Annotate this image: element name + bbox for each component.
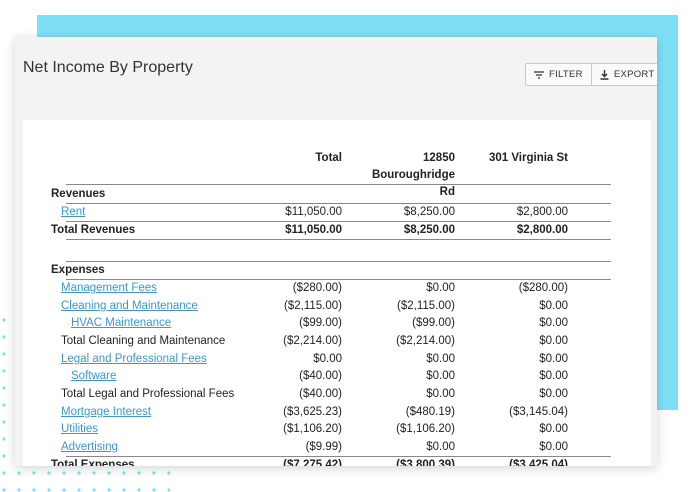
row-value: $11,050.00 bbox=[285, 206, 342, 218]
row-value: ($1,106.20) bbox=[396, 423, 455, 435]
row-value: ($3,425.04) bbox=[509, 459, 568, 466]
row-label: Total Legal and Professional Fees bbox=[61, 388, 235, 400]
row-value: ($2,214.00) bbox=[283, 335, 342, 347]
export-button[interactable]: EXPORT bbox=[590, 64, 657, 85]
page-title: Net Income By Property bbox=[23, 59, 193, 76]
row-value: $0.00 bbox=[426, 370, 455, 382]
row-value: ($99.00) bbox=[412, 317, 455, 329]
row-link[interactable]: Management Fees bbox=[61, 282, 157, 294]
row-value: ($40.00) bbox=[299, 370, 342, 382]
row-value: $0.00 bbox=[426, 353, 455, 365]
filter-label: FILTER bbox=[549, 69, 583, 80]
row-value: ($3,800.39) bbox=[396, 459, 455, 466]
row-value: $2,800.00 bbox=[516, 224, 568, 236]
column-header: 301 Virginia St bbox=[488, 152, 568, 164]
divider bbox=[66, 279, 611, 280]
row-value: ($2,115.00) bbox=[397, 300, 455, 312]
row-value: $0.00 bbox=[539, 441, 568, 453]
divider bbox=[66, 456, 611, 457]
row-value: $8,250.00 bbox=[403, 206, 455, 218]
row-value: $0.00 bbox=[426, 282, 455, 294]
row-value: $0.00 bbox=[539, 317, 568, 329]
row-link[interactable]: Mortgage Interest bbox=[61, 406, 152, 418]
row-label: Total Cleaning and Maintenance bbox=[61, 335, 226, 347]
row-label: Revenues bbox=[51, 188, 106, 200]
row-link[interactable]: Advertising bbox=[61, 441, 118, 453]
row-value: ($2,115.00) bbox=[284, 300, 342, 312]
report-table: Total 12850 Bouroughridge Rd 301 Virginia … bbox=[23, 120, 651, 466]
row-label: Total Expenses bbox=[51, 459, 135, 466]
row-link[interactable]: HVAC Maintenance bbox=[71, 317, 172, 329]
row-value: $0.00 bbox=[539, 300, 568, 312]
row-value: $2,800.00 bbox=[516, 206, 568, 218]
export-icon bbox=[600, 69, 609, 80]
row-value: $0.00 bbox=[426, 388, 455, 400]
row-value: ($2,214.00) bbox=[396, 335, 455, 347]
divider bbox=[66, 221, 611, 222]
filter-icon bbox=[534, 70, 544, 79]
report-card: Net Income By Property FILTER EXPORT Tot… bbox=[15, 37, 657, 466]
row-value: $0.00 bbox=[539, 335, 568, 347]
row-value: ($40.00) bbox=[299, 388, 342, 400]
row-value: $0.00 bbox=[539, 370, 568, 382]
filter-button[interactable]: FILTER bbox=[526, 64, 591, 85]
row-link[interactable]: Software bbox=[71, 370, 117, 382]
row-value: $11,050.00 bbox=[285, 224, 342, 236]
divider bbox=[66, 184, 611, 185]
row-link[interactable]: Legal and Professional Fees bbox=[61, 353, 207, 365]
row-value: ($7,275.42) bbox=[283, 459, 342, 466]
divider bbox=[66, 261, 611, 262]
row-value: ($280.00) bbox=[518, 282, 568, 294]
row-value: $0.00 bbox=[539, 353, 568, 365]
row-label: Total Revenues bbox=[51, 224, 136, 236]
row-value: $8,250.00 bbox=[403, 224, 455, 236]
column-header: 12850 Bouroughridge Rd bbox=[371, 152, 455, 198]
row-value: $0.00 bbox=[313, 353, 342, 365]
divider bbox=[66, 239, 611, 240]
column-header: Total bbox=[315, 152, 342, 164]
row-value: ($3,625.23) bbox=[283, 406, 342, 418]
row-value: ($280.00) bbox=[292, 282, 342, 294]
row-link[interactable]: Utilities bbox=[61, 423, 99, 435]
row-label: Expenses bbox=[51, 264, 105, 276]
row-value: $0.00 bbox=[426, 441, 455, 453]
row-value: $0.00 bbox=[539, 388, 568, 400]
row-value: ($480.19) bbox=[405, 406, 455, 418]
row-value: ($1,106.20) bbox=[283, 423, 342, 435]
row-value: ($9.99) bbox=[305, 441, 342, 453]
row-link[interactable]: Cleaning and Maintenance bbox=[61, 300, 198, 312]
row-value: ($99.00) bbox=[299, 317, 342, 329]
toolbar: FILTER EXPORT bbox=[525, 63, 657, 86]
row-value: $0.00 bbox=[539, 423, 568, 435]
row-value: ($3,145.04) bbox=[509, 406, 568, 418]
row-link[interactable]: Rent bbox=[61, 206, 86, 218]
divider bbox=[66, 203, 611, 204]
export-label: EXPORT bbox=[613, 69, 655, 80]
